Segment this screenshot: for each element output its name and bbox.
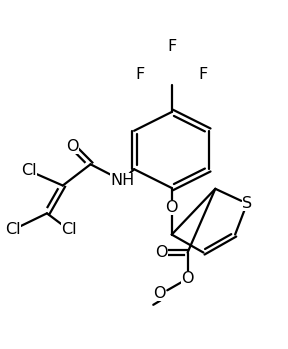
Text: F: F bbox=[135, 67, 145, 82]
Text: Cl: Cl bbox=[61, 222, 77, 237]
Text: O: O bbox=[166, 200, 178, 215]
Text: F: F bbox=[167, 39, 176, 54]
Text: NH: NH bbox=[110, 173, 134, 188]
Text: Cl: Cl bbox=[5, 222, 21, 237]
Text: Cl: Cl bbox=[21, 163, 37, 178]
Text: S: S bbox=[242, 196, 252, 211]
Text: F: F bbox=[199, 67, 208, 82]
Text: O: O bbox=[156, 245, 168, 260]
Text: O: O bbox=[153, 286, 165, 301]
Text: O: O bbox=[181, 271, 194, 286]
Text: O: O bbox=[67, 139, 79, 154]
